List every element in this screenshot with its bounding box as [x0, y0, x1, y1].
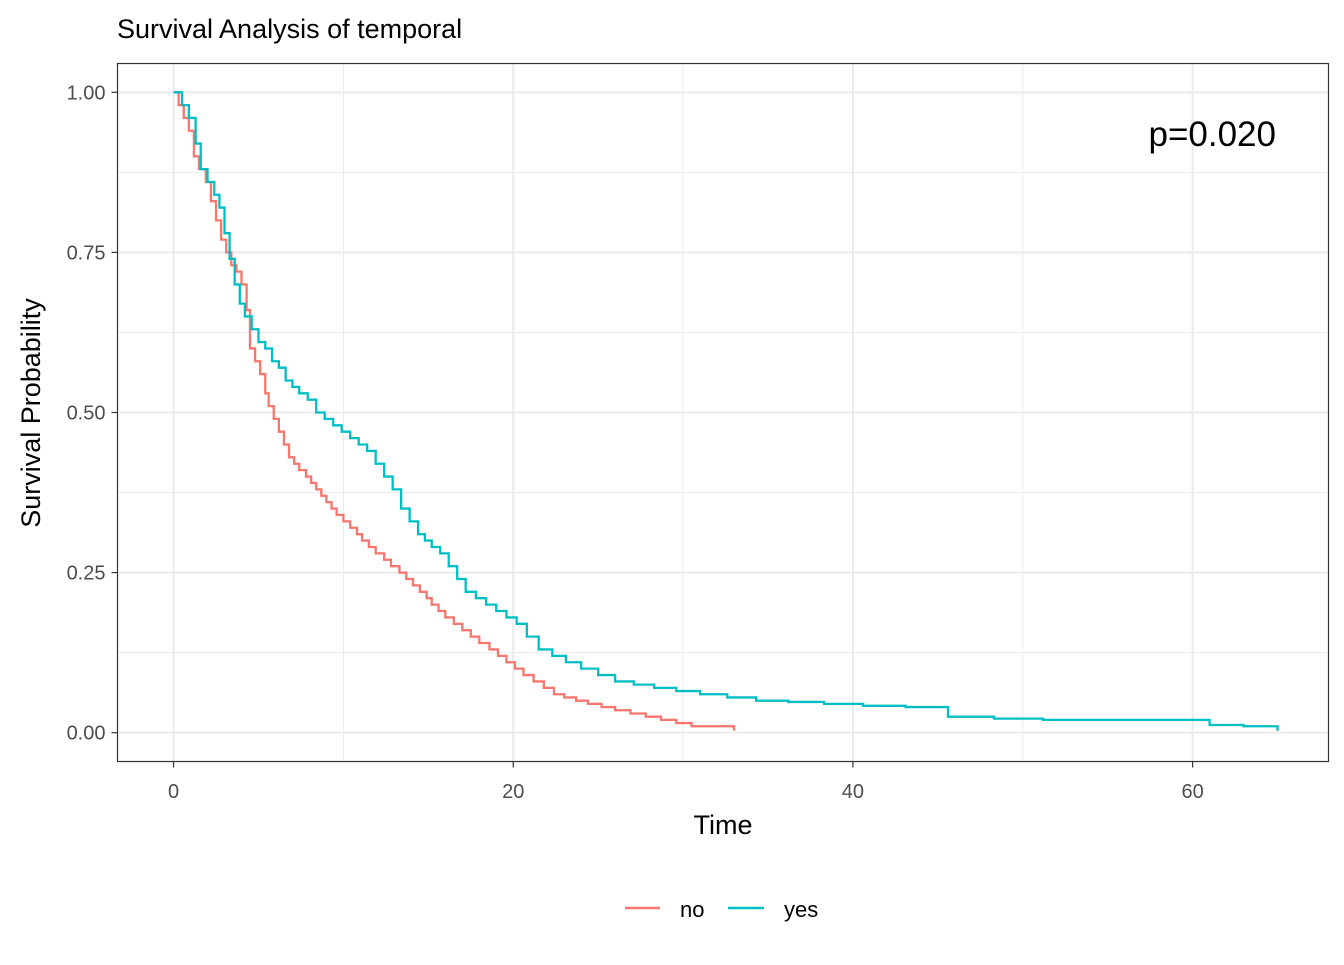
x-tick-label: 20: [502, 781, 524, 803]
chart-title: Survival Analysis of temporal: [117, 14, 462, 44]
series-lines: [173, 91, 1279, 731]
legend: no yes: [625, 897, 818, 922]
y-tick-label: 0.75: [67, 242, 106, 264]
p-value-annotation: p=0.020: [1149, 115, 1277, 154]
x-tick-label: 60: [1181, 781, 1203, 803]
series-line-no: [173, 91, 736, 731]
legend-label-no: no: [680, 897, 704, 922]
grid: [117, 63, 1329, 762]
y-axis-label: Survival Probability: [16, 298, 46, 528]
x-axis-label: Time: [694, 810, 753, 840]
series-line-yes: [173, 91, 1279, 731]
axis-ticks: 0 20 40 60 0.00 0.25 0.50 0.75 1.00: [67, 82, 1204, 803]
y-tick-label: 1.00: [67, 82, 106, 104]
y-tick-label: 0.25: [67, 563, 106, 585]
y-tick-label: 0.50: [67, 403, 106, 425]
legend-label-yes: yes: [784, 897, 818, 922]
x-tick-label: 0: [168, 781, 179, 803]
x-tick-label: 40: [842, 781, 864, 803]
y-tick-label: 0.00: [67, 723, 106, 745]
